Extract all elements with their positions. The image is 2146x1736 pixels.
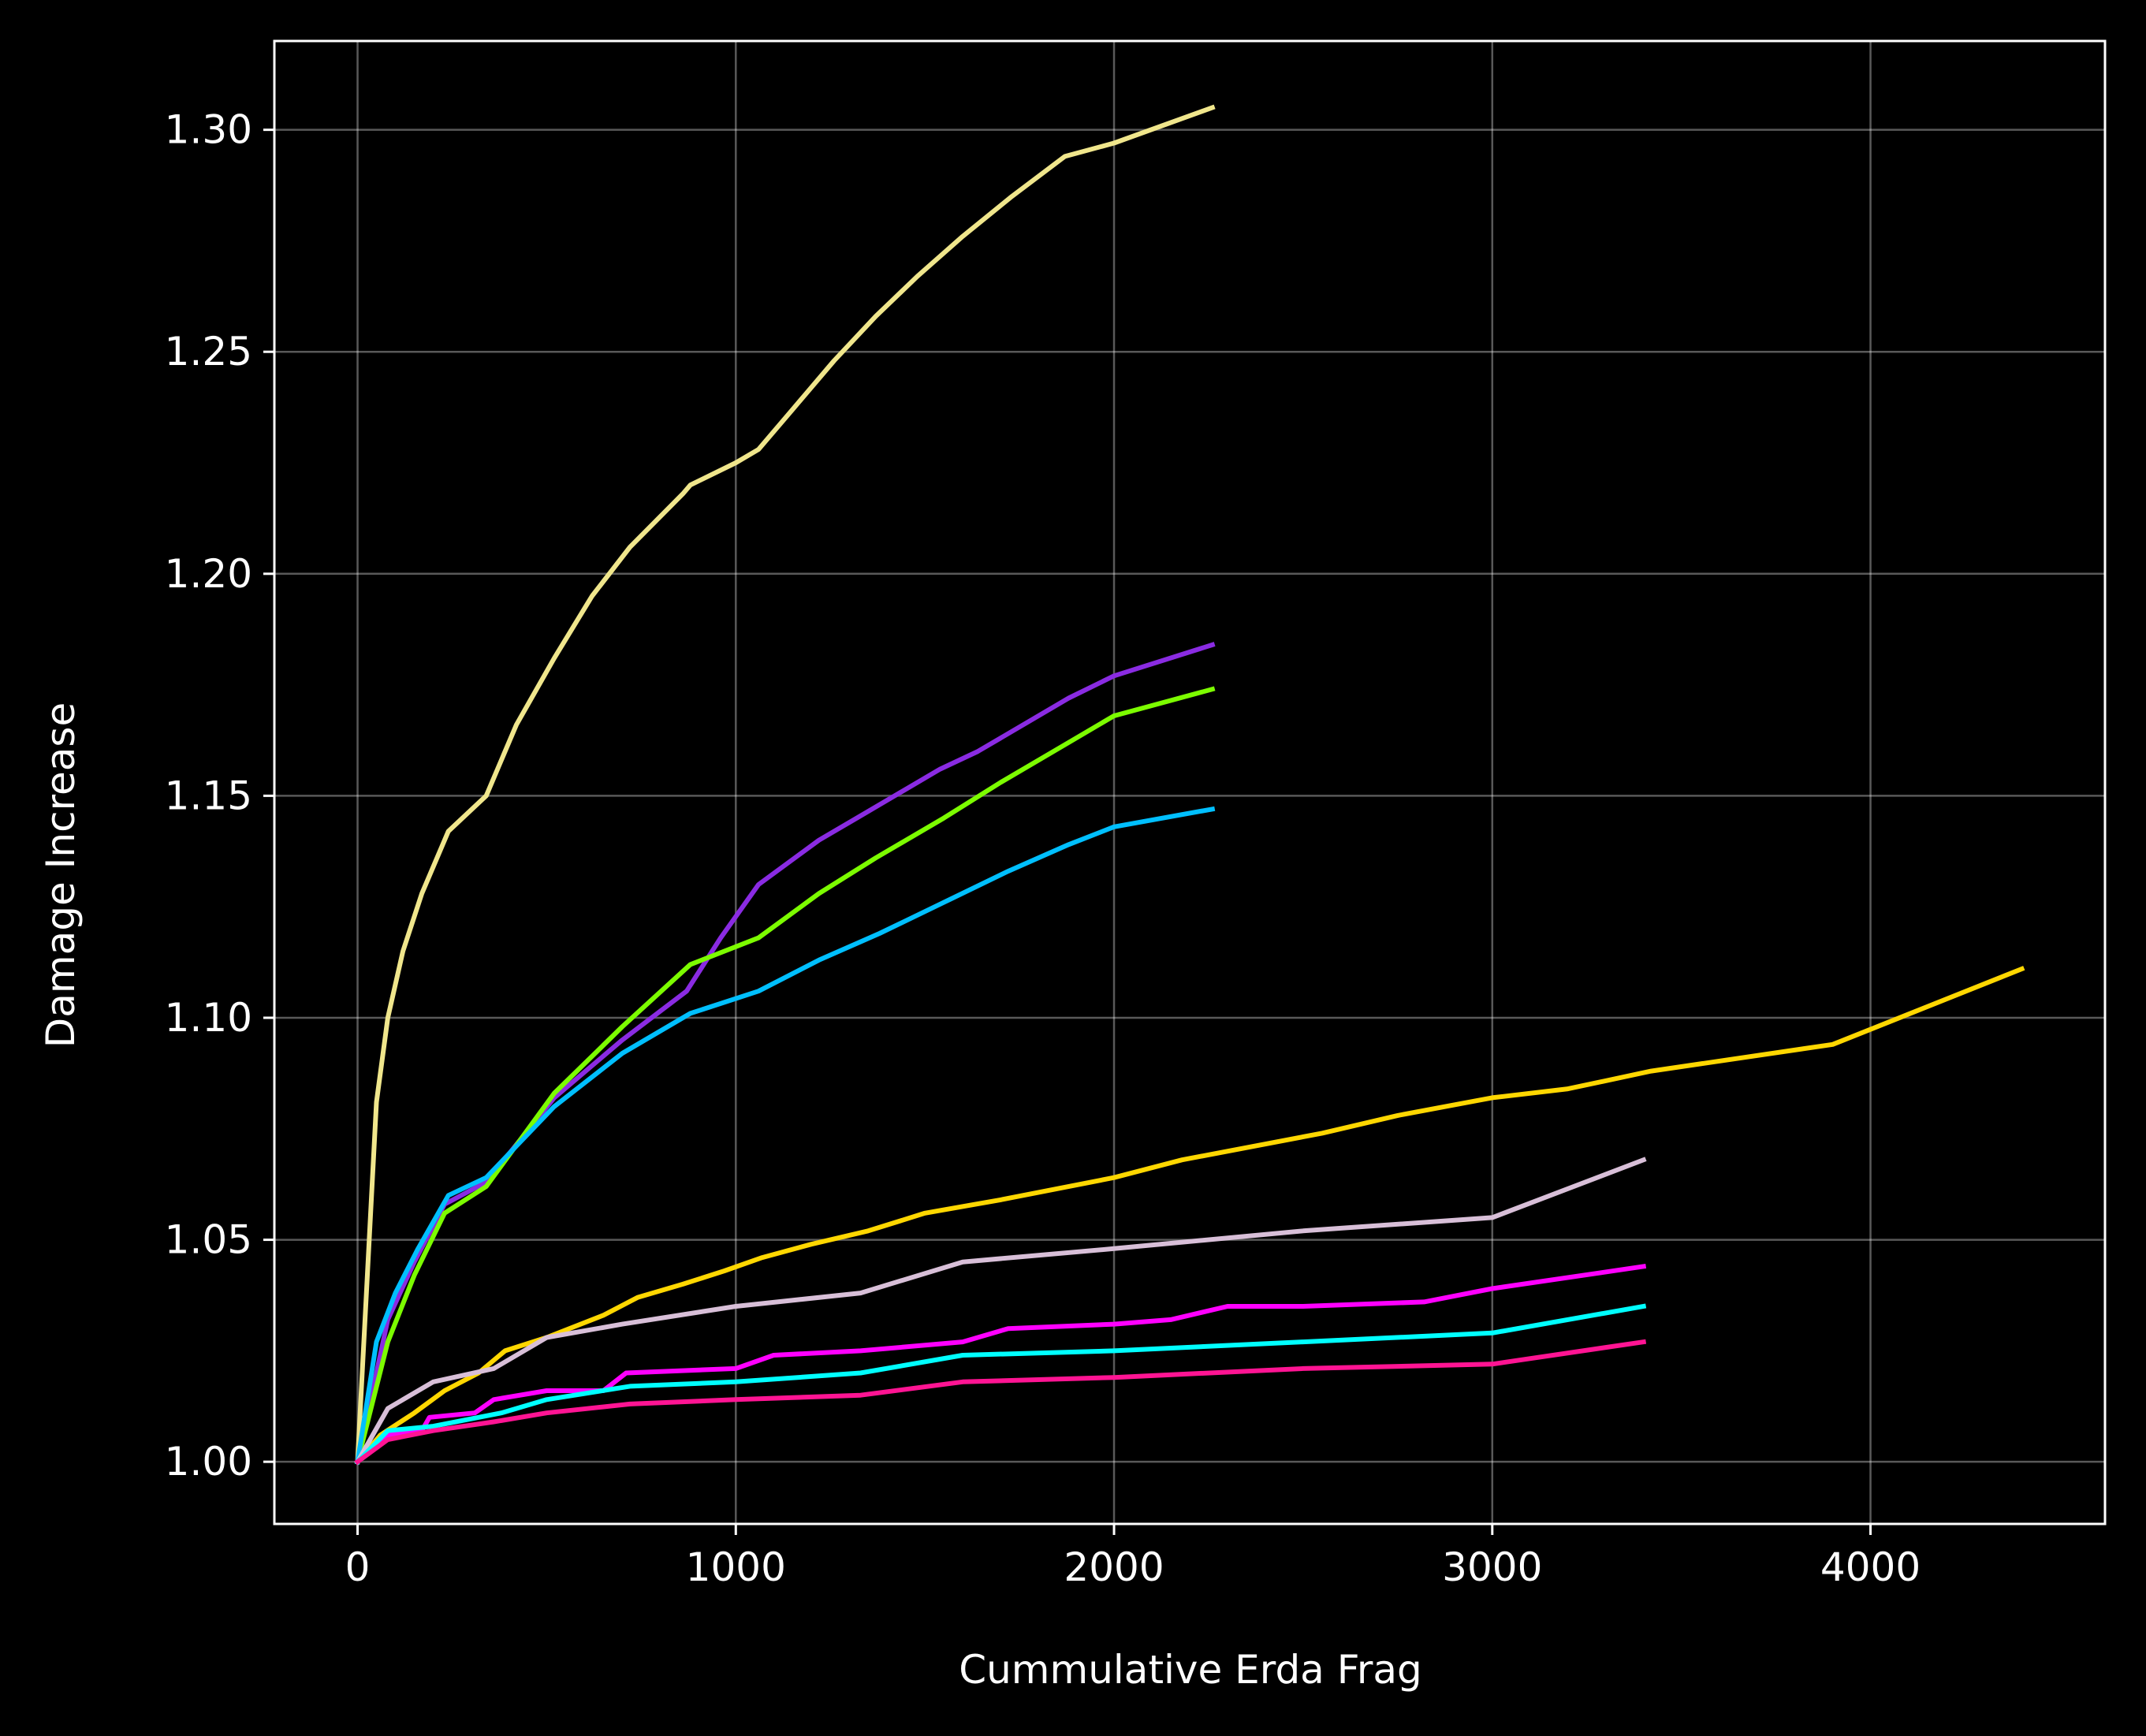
x-tick-label: 4000: [1820, 1544, 1921, 1590]
x-tick-label: 3000: [1442, 1544, 1542, 1590]
series-line-3: [354, 686, 1216, 1465]
x-tick-label: 0: [345, 1544, 371, 1590]
series-line-6: [354, 1157, 1647, 1466]
plot-frame: [273, 39, 2107, 1526]
series-line-9: [354, 1339, 1647, 1466]
series-line-4: [355, 806, 1216, 1465]
y-tick-label: 1.05: [165, 1217, 252, 1263]
y-tick-label: 1.20: [165, 551, 252, 597]
y-tick-label: 1.25: [165, 329, 252, 374]
series-line-1: [355, 104, 1216, 1465]
y-tick-label: 1.30: [165, 107, 252, 153]
x-tick-label: 2000: [1064, 1544, 1164, 1590]
series-line-7: [354, 1263, 1647, 1466]
x-tick-label: 1000: [686, 1544, 786, 1590]
y-tick-label: 1.10: [165, 995, 252, 1041]
grid: [274, 41, 2105, 1524]
axis-ticks: 0 1000 2000 3000 4000 1.00 1.05 1.10 1.15 1.20 1.2…: [165, 107, 1921, 1590]
y-tick-label: 1.00: [165, 1439, 252, 1485]
series-line-8: [354, 1303, 1647, 1466]
y-tick-label: 1.15: [165, 773, 252, 818]
series-group: [354, 104, 2025, 1466]
x-axis-label: Cummulative Erda Frag: [959, 1647, 1422, 1693]
y-axis-label: Damage Increase: [38, 702, 84, 1048]
